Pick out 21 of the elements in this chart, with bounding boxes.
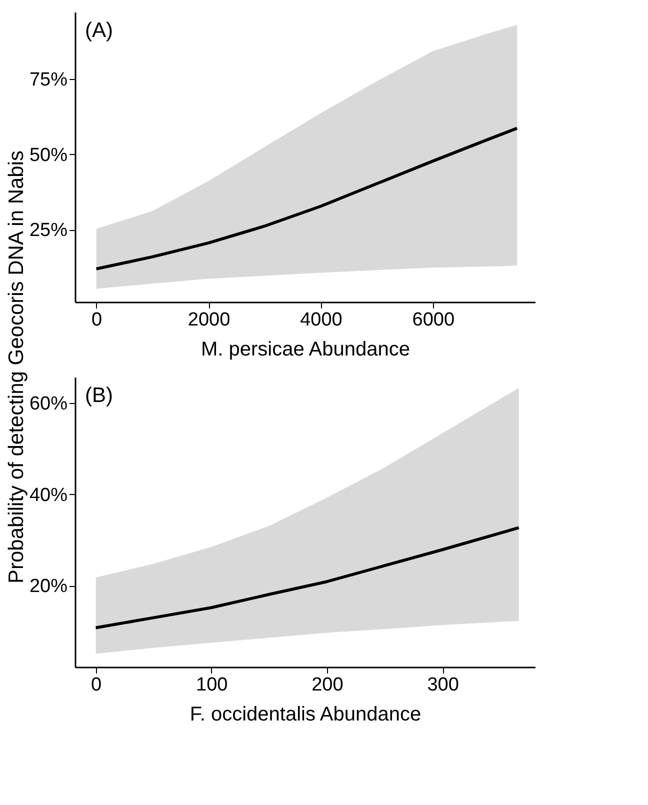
x-axis-title: M. persicae Abundance [200,338,410,360]
annotation: (A) [85,19,113,42]
x-tick-label: 2000 [188,310,230,330]
x-tick-label: 6000 [412,310,455,330]
x-tick-label: 0 [91,674,102,696]
y-tick-label: 50% [29,144,68,166]
x-tick-label: 4000 [300,310,342,330]
x-tick-label: 0 [92,310,102,330]
y-tick-label: 60% [29,394,68,415]
y-tick-label: 25% [29,220,68,242]
x-tick-label: 300 [427,674,459,696]
line-series [94,526,520,630]
y-tick-label: 20% [29,576,68,598]
y-tick-label: 75% [29,70,68,91]
x-tick-label: 200 [312,674,344,696]
x-axis-title: F. occidentalis Abundance [190,704,422,726]
y-axis-title: Probability of detecting Geocoris DNA in Nabis [5,150,28,584]
annotation: (B) [85,384,113,407]
line-series [94,126,519,270]
x-tick-label: 100 [196,674,228,696]
y-tick-label: 40% [29,484,68,506]
